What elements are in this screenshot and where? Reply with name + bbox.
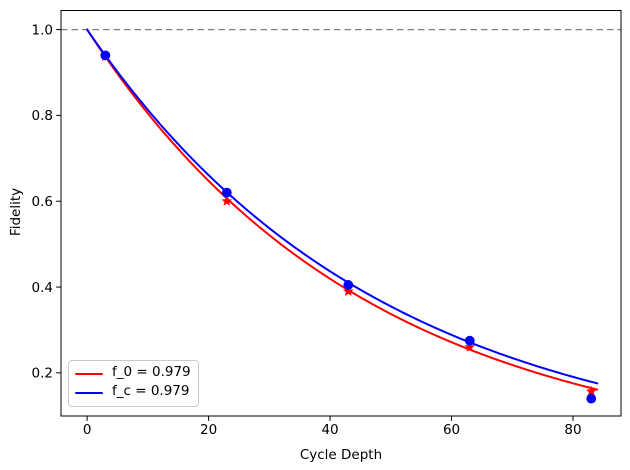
y-tick-label: 0.6 (32, 194, 53, 210)
red-data-point (342, 285, 354, 296)
x-tick-label: 60 (443, 422, 460, 438)
legend-label-fc: f_c = 0.979 (112, 383, 190, 400)
red-fit-curve (86, 28, 599, 391)
legend: f_0 = 0.979 f_c = 0.979 (68, 360, 199, 407)
blue-data-point (100, 50, 111, 61)
x-tick-label: 80 (564, 422, 581, 438)
blue-data-point (586, 393, 597, 404)
red-data-point (585, 385, 597, 396)
blue-fit-curve (86, 28, 599, 385)
blue-data-point (464, 335, 475, 346)
axes-frame (60, 10, 622, 417)
y-tick-label: 0.8 (32, 108, 53, 124)
blue-data-point (343, 280, 354, 290)
legend-entry-f0: f_0 = 0.979 (75, 366, 192, 382)
red-data-point (221, 195, 233, 206)
y-axis-label: Fidelity (8, 188, 24, 236)
legend-red-line-swatch (75, 372, 103, 376)
x-tick-label: 20 (200, 422, 217, 438)
blue-data-point (221, 187, 232, 198)
x-tick-label: 0 (83, 422, 92, 438)
y-tick-label: 0.2 (32, 366, 53, 382)
x-axis-label: Cycle Depth (300, 447, 382, 463)
legend-entry-fc: f_c = 0.979 (75, 385, 192, 401)
legend-label-f0: f_0 = 0.979 (112, 364, 191, 381)
y-tick-label: 0.4 (32, 280, 53, 296)
legend-blue-line-swatch (75, 391, 103, 395)
y-tick-label: 1.0 (32, 22, 53, 38)
red-data-point (464, 341, 476, 352)
x-tick-label: 40 (321, 422, 338, 438)
